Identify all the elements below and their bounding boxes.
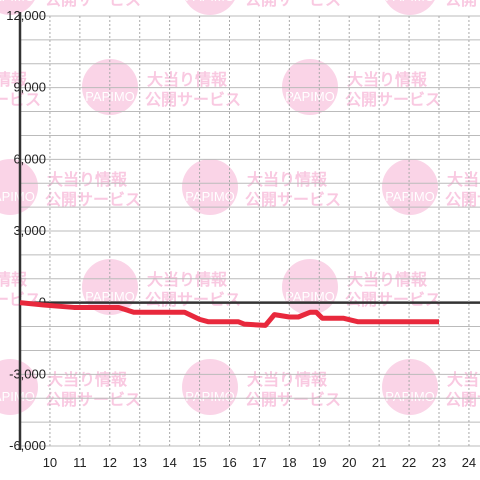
watermark-logo	[385, 0, 435, 15]
watermark-text: 大当り情報	[47, 370, 128, 389]
y-tick-label: -3,000	[9, 366, 46, 381]
watermark-logo-text: PAPIMO	[285, 89, 335, 104]
watermark-text: 大当り情報	[447, 370, 480, 389]
watermark-text: 大当り情報	[47, 170, 128, 189]
watermark-text: 公開サービス	[445, 391, 480, 409]
watermark-logo	[282, 59, 338, 115]
watermark-logo	[382, 359, 438, 415]
watermark-text: 公開サービス	[345, 291, 441, 309]
watermark-text: 大当り情報	[247, 170, 328, 189]
watermark-text: 公開サービス	[45, 0, 141, 9]
x-tick-label: 12	[103, 455, 117, 470]
watermark-text: 公開サービス	[345, 91, 441, 109]
watermark-text: 公開サービス	[245, 0, 341, 9]
watermark-logo	[282, 259, 338, 315]
x-tick-label: 17	[252, 455, 266, 470]
x-tick-label: 19	[312, 455, 326, 470]
y-tick-label: 12,000	[6, 8, 46, 23]
x-tick-label: 21	[372, 455, 386, 470]
x-tick-label: 11	[73, 455, 87, 470]
watermark-logo-text: PAPIMO	[285, 289, 335, 304]
y-tick-label: 9,000	[13, 80, 46, 95]
watermark-text: 公開サービス	[445, 191, 480, 209]
watermark-text: 大当り情報	[147, 70, 228, 89]
x-tick-label: 15	[192, 455, 206, 470]
watermark-text: 公開サービス	[45, 191, 141, 209]
watermark-logo-text: PAPIMO	[0, 189, 35, 204]
y-tick-label: 6,000	[13, 151, 46, 166]
watermark-logo	[382, 159, 438, 215]
x-tick-label: 24	[462, 455, 476, 470]
watermark-text: 公開サービス	[445, 0, 480, 9]
watermark-text: 大当り情報	[147, 270, 228, 289]
x-tick-label: 10	[43, 455, 57, 470]
watermark-logo-text: PAPIMO	[385, 189, 435, 204]
watermark-text: 公開サービス	[245, 391, 341, 409]
y-tick-label: 3,000	[13, 223, 46, 238]
x-tick-label: 18	[282, 455, 296, 470]
x-tick-label: 23	[432, 455, 446, 470]
watermark-logo-text: PAPIMO	[0, 0, 35, 4]
watermark-logo	[182, 359, 238, 415]
watermark-text: 大当り情報	[447, 170, 480, 189]
watermark-logo-text: PAPIMO	[385, 0, 435, 4]
watermark-text: 公開サービス	[45, 391, 141, 409]
watermark-logo-text: PAPIMO	[185, 0, 235, 4]
x-tick-label: 16	[222, 455, 236, 470]
y-tick-label: 0	[39, 295, 46, 310]
watermark-text: 公開サービス	[245, 191, 341, 209]
watermark-text: 公開サービス	[145, 91, 241, 109]
watermark-text: 大当り情報	[0, 270, 28, 289]
watermark-logo	[0, 0, 35, 15]
x-tick-label: 14	[162, 455, 176, 470]
watermark-logo	[82, 59, 138, 115]
watermark-text: 大当り情報	[347, 70, 428, 89]
x-tick-label: 22	[402, 455, 416, 470]
watermark-logo	[82, 259, 138, 315]
watermark-logo-text: PAPIMO	[0, 389, 35, 404]
watermark-logo-text: PAPIMO	[185, 189, 235, 204]
watermark-logo-text: PAPIMO	[185, 389, 235, 404]
watermark-text: 公開サービス	[145, 291, 241, 309]
x-tick-label: 13	[132, 455, 146, 470]
y-tick-label: -6,000	[9, 438, 46, 453]
watermark-logo	[182, 159, 238, 215]
watermark-text: 大当り情報	[347, 270, 428, 289]
x-tick-label: 20	[342, 455, 356, 470]
watermark-logo	[185, 0, 235, 15]
watermark-logo-text: PAPIMO	[385, 389, 435, 404]
line	[19, 300, 439, 328]
